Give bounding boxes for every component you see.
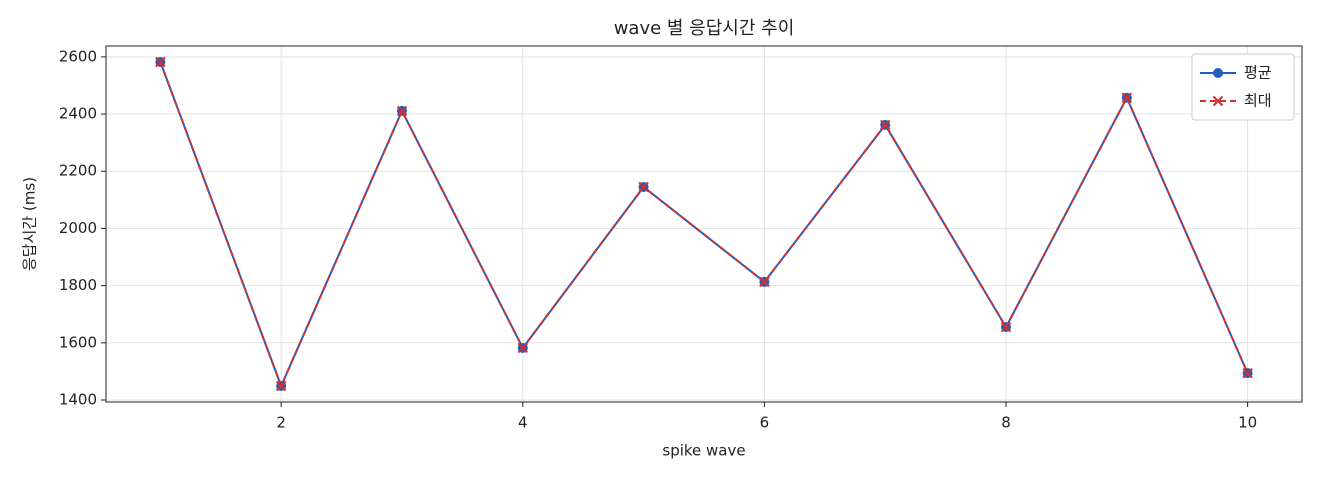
series-line [159, 61, 1249, 389]
y-tick-label: 1800 [59, 276, 97, 294]
x-tick-label: 2 [276, 414, 286, 432]
y-tick-label: 2600 [59, 47, 97, 65]
point [759, 276, 770, 288]
x-tick-label: 8 [1001, 414, 1011, 432]
point [1121, 92, 1133, 103]
point [396, 105, 408, 117]
legend-label: 최대 [1244, 92, 1272, 110]
legend-marker [1213, 68, 1223, 78]
y-tick-label: 2000 [59, 219, 97, 237]
point [880, 119, 891, 131]
y-axis-label: 응답시간 (ms) [21, 177, 39, 271]
x-tick-label: 6 [760, 414, 770, 432]
plot-frame [105, 45, 1303, 403]
y-tick-label: 1600 [59, 333, 97, 351]
legend-box [1191, 53, 1295, 121]
point [517, 342, 528, 354]
x-tick-label: 4 [518, 414, 528, 432]
chart-title: wave 별 응답시간 추이 [614, 18, 795, 39]
point [638, 181, 649, 193]
y-tick-label: 2400 [59, 105, 97, 123]
y-tick-label: 1400 [59, 390, 97, 408]
y-tick-label: 2200 [59, 162, 97, 180]
point [275, 380, 287, 392]
x-tick-label: 10 [1238, 414, 1257, 432]
x-axis-label: spike wave [662, 442, 745, 460]
legend-marker [1212, 95, 1224, 107]
point [155, 56, 166, 68]
series-line [159, 61, 1249, 389]
point [1000, 321, 1012, 333]
point [1242, 367, 1253, 379]
legend-label: 평균 [1244, 64, 1272, 82]
